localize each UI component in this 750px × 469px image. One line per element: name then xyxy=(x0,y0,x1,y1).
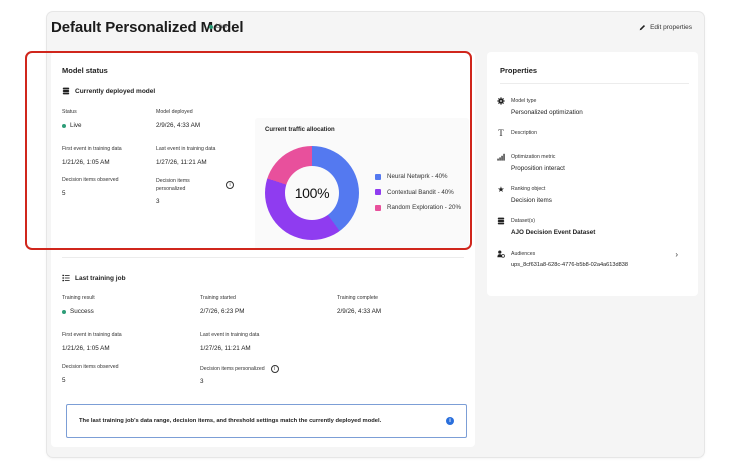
star-icon: ★ xyxy=(497,184,505,194)
legend-item: Random Exploration - 20% xyxy=(375,204,461,211)
property-optimization-metric: Optimization metric Proposition interact xyxy=(497,153,565,172)
chart-legend: Neural Netwprk - 40% Contextual Bandit -… xyxy=(375,173,461,220)
legend-item: Neural Netwprk - 40% xyxy=(375,173,461,180)
property-model-type: Model type Personalized optimization xyxy=(497,97,583,116)
edit-properties-label: Edit properties xyxy=(650,24,692,31)
legend-swatch-random xyxy=(375,204,381,211)
properties-divider xyxy=(500,83,689,84)
training-personalized-value: 3 xyxy=(200,378,204,385)
status-value: Live xyxy=(62,122,82,129)
first-event-label: First event in training data xyxy=(62,146,122,152)
property-description: T Description xyxy=(498,128,537,138)
banner-text: The last training job's data range, deci… xyxy=(79,418,382,424)
training-complete-label: Training complete xyxy=(337,295,379,301)
pencil-icon xyxy=(639,24,646,31)
status-field: Status Live xyxy=(62,109,82,129)
properties-title: Properties xyxy=(500,66,538,75)
database-icon xyxy=(62,87,70,95)
items-personalized-value: 3 xyxy=(156,198,160,205)
live-dot-icon xyxy=(62,123,66,128)
training-last-event-label: Last event in training data xyxy=(200,332,260,338)
training-started-value: 2/7/26, 6:23 PM xyxy=(200,308,245,315)
last-event-value: 1/27/26, 11:21 AM xyxy=(156,159,207,166)
training-complete-value: 2/9/26, 4:33 AM xyxy=(337,308,382,315)
chevron-right-icon[interactable]: › xyxy=(675,250,678,259)
training-complete-field: Training complete 2/9/26, 4:33 AM xyxy=(337,295,381,315)
status-dot-icon xyxy=(209,25,213,29)
section-divider xyxy=(62,257,464,258)
edit-properties-button[interactable]: Edit properties xyxy=(639,24,692,31)
training-result-field: Training result Success xyxy=(62,295,95,315)
training-result-label: Training result xyxy=(62,295,95,301)
info-icon[interactable]: i xyxy=(270,365,279,373)
model-detail-frame: Default Personalized Model Live Edit pro… xyxy=(47,12,704,457)
donut-chart: 100% xyxy=(265,146,359,240)
model-deployed-label: Model deployed xyxy=(156,109,193,115)
training-last-event-field: Last event in training data 1/27/26, 11:… xyxy=(200,332,259,352)
training-started-label: Training started xyxy=(200,295,236,301)
properties-panel: Properties Model type Personalized optim… xyxy=(487,52,698,296)
last-training-label: Last training job xyxy=(75,274,126,282)
success-dot-icon xyxy=(62,309,66,314)
legend-item: Contextual Bandit - 40% xyxy=(375,189,461,196)
training-personalized-field: Decision items personalized i 3 xyxy=(200,365,279,385)
training-observed-field: Decision items observed 5 xyxy=(62,364,119,384)
status-text: Live xyxy=(216,24,228,30)
audience-icon xyxy=(497,250,505,258)
text-icon: T xyxy=(498,128,504,138)
items-personalized-field: Decision items personalized 3 xyxy=(156,177,200,205)
list-icon xyxy=(62,274,70,282)
first-event-field: First event in training data 1/21/26, 1:… xyxy=(62,146,122,166)
database-icon xyxy=(497,217,505,225)
first-event-value: 1/21/26, 1:05 AM xyxy=(62,159,110,166)
page-title: Default Personalized Model xyxy=(51,19,244,36)
training-first-event-label: First event in training data xyxy=(62,332,122,338)
bar-chart-icon xyxy=(497,153,505,161)
gear-icon xyxy=(497,97,505,105)
info-banner: The last training job's data range, deci… xyxy=(66,404,467,438)
items-observed-value: 5 xyxy=(62,190,66,197)
info-icon[interactable]: i xyxy=(226,181,234,189)
status-label: Status xyxy=(62,109,77,115)
training-first-event-value: 1/21/26, 1:05 AM xyxy=(62,345,110,352)
training-started-field: Training started 2/7/26, 6:23 PM xyxy=(200,295,244,315)
property-ranking-object: ★ Ranking object Decision items xyxy=(497,184,552,205)
items-personalized-label: Decision items personalized xyxy=(156,178,190,192)
training-result-value: Success xyxy=(62,308,95,315)
donut-center-label: 100% xyxy=(285,166,339,220)
currently-deployed-header: Currently deployed model xyxy=(62,87,155,95)
training-observed-value: 5 xyxy=(62,377,66,384)
training-observed-label: Decision items observed xyxy=(62,364,119,370)
property-datasets: Dataset(s) AJO Decision Event Dataset xyxy=(497,217,595,236)
training-last-event-value: 1/27/26, 11:21 AM xyxy=(200,345,251,352)
training-first-event-field: First event in training data 1/21/26, 1:… xyxy=(62,332,122,352)
model-deployed-value: 2/9/26, 4:33 AM xyxy=(156,122,201,129)
model-deployed-field: Model deployed 2/9/26, 4:33 AM xyxy=(156,109,200,129)
legend-swatch-neural xyxy=(375,173,381,180)
last-event-label: Last event in training data xyxy=(156,146,216,152)
last-training-header: Last training job xyxy=(62,274,126,282)
legend-swatch-contextual xyxy=(375,189,381,195)
model-status-panel: Model status Currently deployed model St… xyxy=(51,52,475,447)
last-event-field: Last event in training data 1/27/26, 11:… xyxy=(156,146,215,166)
property-audiences[interactable]: Audiences ups_8cf631a8-628c-4776-b5b8-02… xyxy=(497,250,687,268)
chart-title: Current traffic allocation xyxy=(265,127,335,133)
model-status-badge: Live xyxy=(209,24,227,30)
items-observed-field: Decision items observed 5 xyxy=(62,177,119,197)
info-circle-icon: i xyxy=(446,417,454,425)
training-personalized-label-row: Decision items personalized i xyxy=(200,365,279,373)
traffic-allocation-chart: Current traffic allocation 100% Neural N… xyxy=(255,118,469,250)
model-status-title: Model status xyxy=(62,66,108,75)
currently-deployed-label: Currently deployed model xyxy=(75,87,156,95)
items-observed-label: Decision items observed xyxy=(62,177,119,183)
